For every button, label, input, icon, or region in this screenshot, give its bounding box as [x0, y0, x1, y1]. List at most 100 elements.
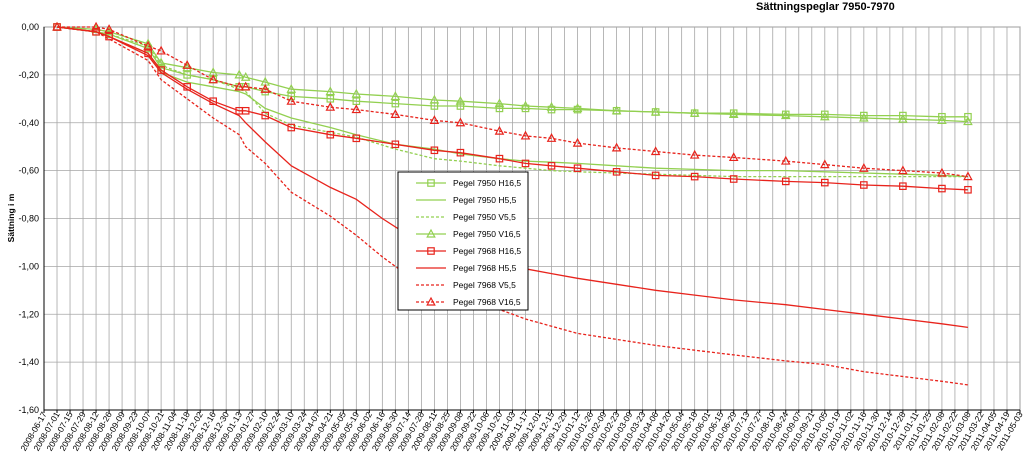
series-line — [56, 26, 968, 191]
data-point — [287, 123, 296, 132]
data-point — [520, 130, 531, 140]
data-point — [819, 111, 830, 121]
y-tick-label: -0,20 — [18, 70, 39, 80]
data-point — [572, 103, 583, 112]
data-point — [390, 109, 401, 118]
chart-title: Sättningspeglar 7950-7970 — [756, 1, 895, 13]
data-point — [391, 140, 400, 149]
data-point — [521, 159, 530, 168]
data-point — [780, 155, 791, 165]
data-point — [611, 105, 622, 115]
legend-label: Pegel 7950 V5,5 — [453, 212, 516, 222]
data-point — [286, 83, 297, 93]
y-tick-label: -0,80 — [18, 214, 39, 224]
data-point — [898, 165, 908, 175]
series-line — [57, 26, 968, 178]
data-point — [234, 81, 245, 91]
data-point — [430, 146, 439, 155]
legend-label: Pegel 7968 H16,5 — [453, 246, 521, 256]
data-point — [963, 116, 973, 126]
data-point — [572, 137, 583, 147]
data-point — [104, 24, 114, 33]
data-point — [390, 91, 401, 101]
data-point — [937, 167, 947, 177]
data-point — [240, 81, 251, 91]
data-point — [208, 74, 218, 84]
legend-label: Pegel 7968 H5,5 — [453, 263, 517, 273]
data-point — [690, 172, 699, 181]
y-tick-label: -1,20 — [18, 309, 39, 319]
data-point — [240, 72, 251, 81]
data-point — [495, 104, 504, 113]
data-point — [104, 26, 114, 36]
data-point — [234, 69, 245, 79]
legend-label: Pegel 7950 H16,5 — [453, 178, 521, 188]
data-point — [455, 95, 466, 105]
data-point — [143, 40, 153, 50]
data-point — [728, 152, 739, 162]
data-point — [391, 99, 400, 108]
series-line — [56, 26, 968, 118]
y-tick-label: -0,60 — [18, 166, 39, 176]
data-point — [859, 162, 869, 172]
data-point — [182, 62, 192, 72]
data-point — [326, 130, 335, 139]
data-point — [899, 182, 907, 190]
data-point — [455, 117, 466, 127]
y-tick-label: 0,00 — [21, 22, 39, 32]
data-point — [963, 171, 973, 181]
data-point — [650, 146, 661, 156]
data-point — [546, 101, 557, 111]
data-point — [52, 21, 62, 31]
data-point — [937, 115, 947, 124]
y-tick-label: -1,60 — [18, 405, 39, 415]
data-point — [860, 111, 868, 120]
data-point — [820, 110, 829, 119]
data-point — [938, 184, 946, 193]
axes: 0,00 -0,20 -0,40 -0,60 -0,80 -1,00 -1,20 -1,40 -… — [18, 22, 1023, 453]
data-point — [898, 113, 908, 123]
data-point — [286, 95, 297, 105]
data-point — [546, 133, 557, 142]
data-point — [429, 115, 440, 124]
data-point — [689, 107, 700, 117]
data-point — [182, 60, 192, 69]
data-point — [728, 109, 739, 118]
data-point — [429, 94, 440, 104]
data-point — [143, 38, 153, 48]
data-point — [820, 178, 829, 187]
data-point — [156, 57, 166, 67]
data-point — [964, 112, 972, 121]
data-point — [91, 21, 101, 31]
data-point — [494, 125, 505, 135]
data-point — [325, 101, 336, 111]
data-point — [689, 149, 700, 159]
legend-marker — [427, 247, 435, 255]
legend-label: Pegel 7968 V16,5 — [453, 297, 521, 307]
data-point — [780, 110, 791, 120]
y-axis-label: Sättning i m — [6, 193, 16, 242]
legend-marker — [426, 296, 436, 306]
legend-marker — [427, 179, 435, 187]
data-point — [287, 92, 296, 101]
y-tick-label: -0,40 — [18, 118, 39, 128]
data-point — [651, 171, 660, 180]
data-point — [650, 106, 661, 116]
data-point — [494, 98, 505, 108]
data-point — [547, 162, 556, 170]
legend-marker — [426, 228, 436, 238]
data-point — [859, 112, 869, 122]
data-point — [573, 164, 582, 173]
series-line — [56, 26, 968, 123]
legend-box — [397, 171, 529, 311]
data-point — [456, 148, 465, 157]
data-point — [352, 134, 361, 143]
data-point — [351, 104, 362, 114]
data-point — [456, 102, 465, 110]
legend-label: Pegel 7968 V5,5 — [453, 280, 516, 290]
legend: Pegel 7950 H16,5 Pegel 7950 H5,5 Pegel 795… — [397, 171, 529, 311]
y-tick-label: -1,00 — [18, 261, 39, 271]
data-point — [729, 175, 738, 183]
series-4 — [53, 23, 972, 194]
data-point — [260, 83, 271, 93]
